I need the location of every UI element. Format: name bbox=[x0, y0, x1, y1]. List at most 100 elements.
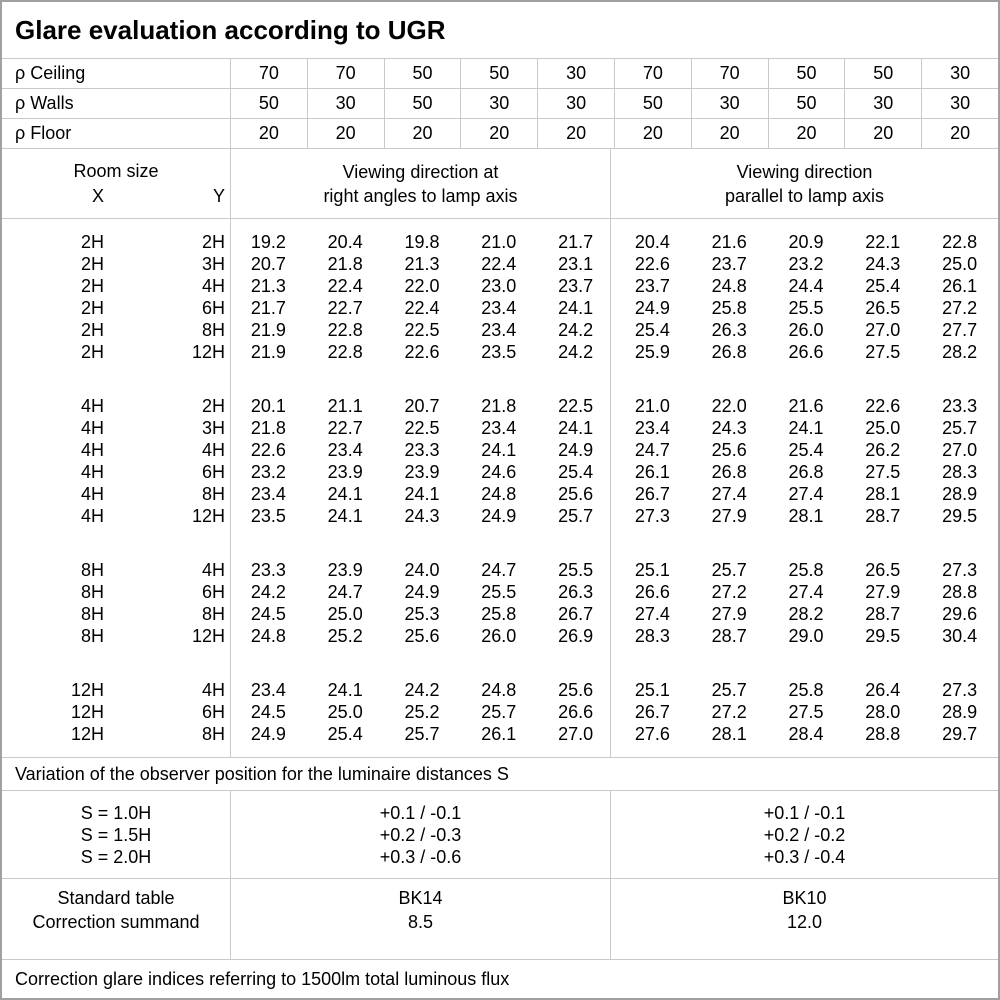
correction-summand-right-value: 12.0 bbox=[786, 912, 823, 932]
ugr-value: 21.3 bbox=[250, 276, 286, 296]
room-x-value: 4H bbox=[80, 484, 104, 504]
reflectance-value: 50 bbox=[383, 89, 461, 118]
ugr-value: 21.9 bbox=[250, 342, 286, 362]
ugr-row: 2H 12H 21.9 22.8 22.6 23.5 24.2 25.9 26.8 26.6 27.… bbox=[2, 341, 998, 363]
ugr-value: 24.5 bbox=[250, 604, 286, 624]
ugr-value: 23.4 bbox=[481, 298, 517, 318]
ugr-value: 26.1 bbox=[942, 276, 978, 296]
ugr-value: 28.1 bbox=[865, 484, 901, 504]
ugr-value: 27.4 bbox=[634, 604, 670, 624]
ugr-value: 22.5 bbox=[404, 320, 440, 340]
ugr-value: 26.2 bbox=[865, 440, 901, 460]
ugr-value: 22.4 bbox=[404, 298, 440, 318]
ugr-value: 22.4 bbox=[327, 276, 363, 296]
ugr-value: 27.3 bbox=[942, 680, 978, 700]
ugr-value: 24.8 bbox=[481, 484, 517, 504]
ugr-value: 26.8 bbox=[788, 462, 824, 482]
ugr-value: 26.6 bbox=[634, 582, 670, 602]
room-x-value: 8H bbox=[80, 582, 104, 602]
room-x-value: 2H bbox=[80, 276, 104, 296]
ugr-value: 27.9 bbox=[711, 506, 747, 526]
ugr-row: 12H 4H 23.4 24.1 24.2 24.8 25.6 25.1 25.7 25.8 26.… bbox=[2, 679, 998, 701]
ugr-row: 4H 8H 23.4 24.1 24.1 24.8 25.6 26.7 27.4 27.4 28.1… bbox=[2, 483, 998, 505]
ugr-value: 27.5 bbox=[865, 342, 901, 362]
reflectance-value: 50 bbox=[767, 59, 845, 88]
ugr-value: 25.0 bbox=[327, 702, 363, 722]
title-row: Glare evaluation according to UGR bbox=[2, 2, 998, 59]
ugr-value: 23.9 bbox=[327, 462, 363, 482]
room-x-value: 4H bbox=[80, 418, 104, 438]
ugr-value: 23.3 bbox=[942, 396, 978, 416]
room-x-value: 12H bbox=[70, 702, 104, 722]
viewing-left-line1: Viewing direction at bbox=[342, 161, 499, 182]
ugr-value: 25.8 bbox=[711, 298, 747, 318]
s-variation-right-values: +0.1 / -0.1 +0.2 / -0.2 +0.3 / -0.4 bbox=[610, 791, 998, 878]
standard-correction-section: Standard table Correction summand BK14 8… bbox=[2, 879, 998, 960]
ugr-value: 28.9 bbox=[942, 702, 978, 722]
observer-variation-section: S = 1.0H S = 1.5H S = 2.0H +0.1 / -0.1 +0.2… bbox=[2, 791, 998, 879]
ugr-value: 26.3 bbox=[711, 320, 747, 340]
ugr-value: 29.0 bbox=[788, 626, 824, 646]
ugr-value: 24.1 bbox=[404, 484, 440, 504]
vertical-gridline bbox=[230, 219, 231, 757]
s-variation-right-value: +0.1 / -0.1 bbox=[763, 802, 846, 823]
ugr-row: 8H 8H 24.5 25.0 25.3 25.8 26.7 27.4 27.9 28.2 28.7… bbox=[2, 603, 998, 625]
room-size-header: Room size X Y bbox=[2, 149, 230, 218]
reflectance-value: 50 bbox=[767, 89, 845, 118]
ugr-value: 26.0 bbox=[788, 320, 824, 340]
room-y-value: 4H bbox=[201, 680, 225, 700]
block-gap bbox=[2, 647, 998, 679]
ugr-value: 23.2 bbox=[250, 462, 286, 482]
ugr-value: 24.7 bbox=[634, 440, 670, 460]
table-header-row: Room size X Y Viewing direction at right… bbox=[2, 149, 998, 219]
room-xy-labels: X Y bbox=[2, 186, 230, 207]
ugr-value: 22.1 bbox=[865, 232, 901, 252]
ugr-value: 27.2 bbox=[942, 298, 978, 318]
s-variation-right-value: +0.2 / -0.2 bbox=[763, 824, 846, 845]
room-y-value: 4H bbox=[201, 276, 225, 296]
ugr-value: 27.3 bbox=[942, 560, 978, 580]
ugr-value: 21.7 bbox=[250, 298, 286, 318]
ugr-value: 25.1 bbox=[634, 680, 670, 700]
ugr-row: 2H 4H 21.3 22.4 22.0 23.0 23.7 23.7 24.8 24.4 25.4… bbox=[2, 275, 998, 297]
reflectance-value: 70 bbox=[690, 59, 768, 88]
ugr-value: 21.8 bbox=[250, 418, 286, 438]
ugr-value: 20.7 bbox=[250, 254, 286, 274]
ugr-value: 25.7 bbox=[481, 702, 517, 722]
ugr-value: 22.8 bbox=[942, 232, 978, 252]
ugr-value: 27.4 bbox=[711, 484, 747, 504]
ugr-value: 25.6 bbox=[558, 680, 594, 700]
room-x-value: 2H bbox=[80, 254, 104, 274]
ugr-value: 25.4 bbox=[327, 724, 363, 744]
room-x-value: 4H bbox=[80, 506, 104, 526]
ugr-value: 23.4 bbox=[634, 418, 670, 438]
ugr-value: 28.1 bbox=[711, 724, 747, 744]
ugr-row: 8H 12H 24.8 25.2 25.6 26.0 26.9 28.3 28.7 29.0 29.… bbox=[2, 625, 998, 647]
reflectance-value: 50 bbox=[383, 59, 461, 88]
room-y-label: Y bbox=[212, 185, 225, 206]
room-x-value: 4H bbox=[80, 396, 104, 416]
ugr-value: 24.2 bbox=[404, 680, 440, 700]
ugr-value: 27.3 bbox=[634, 506, 670, 526]
ugr-value: 23.1 bbox=[558, 254, 594, 274]
ugr-value: 25.5 bbox=[558, 560, 594, 580]
ugr-value: 23.4 bbox=[327, 440, 363, 460]
ugr-value: 28.3 bbox=[634, 626, 670, 646]
reflectance-row: ρ Floor 20 20 20 20 20 20 20 20 20 20 bbox=[2, 119, 998, 149]
vertical-gridline bbox=[610, 219, 611, 757]
ugr-value: 26.7 bbox=[634, 702, 670, 722]
ugr-value: 27.2 bbox=[711, 582, 747, 602]
reflectance-value: 20 bbox=[537, 119, 614, 148]
reflectance-value: 20 bbox=[690, 119, 768, 148]
ugr-value: 27.4 bbox=[788, 484, 824, 504]
page-title: Glare evaluation according to UGR bbox=[15, 14, 446, 45]
ugr-value: 22.6 bbox=[634, 254, 670, 274]
ugr-value: 25.6 bbox=[711, 440, 747, 460]
ugr-value: 24.8 bbox=[481, 680, 517, 700]
reflectance-value: 30 bbox=[306, 89, 384, 118]
ugr-value: 26.7 bbox=[634, 484, 670, 504]
ugr-row: 4H 6H 23.2 23.9 23.9 24.6 25.4 26.1 26.8 26.8 27.5… bbox=[2, 461, 998, 483]
ugr-value: 27.9 bbox=[865, 582, 901, 602]
room-y-value: 2H bbox=[201, 232, 225, 252]
ugr-value: 23.3 bbox=[250, 560, 286, 580]
